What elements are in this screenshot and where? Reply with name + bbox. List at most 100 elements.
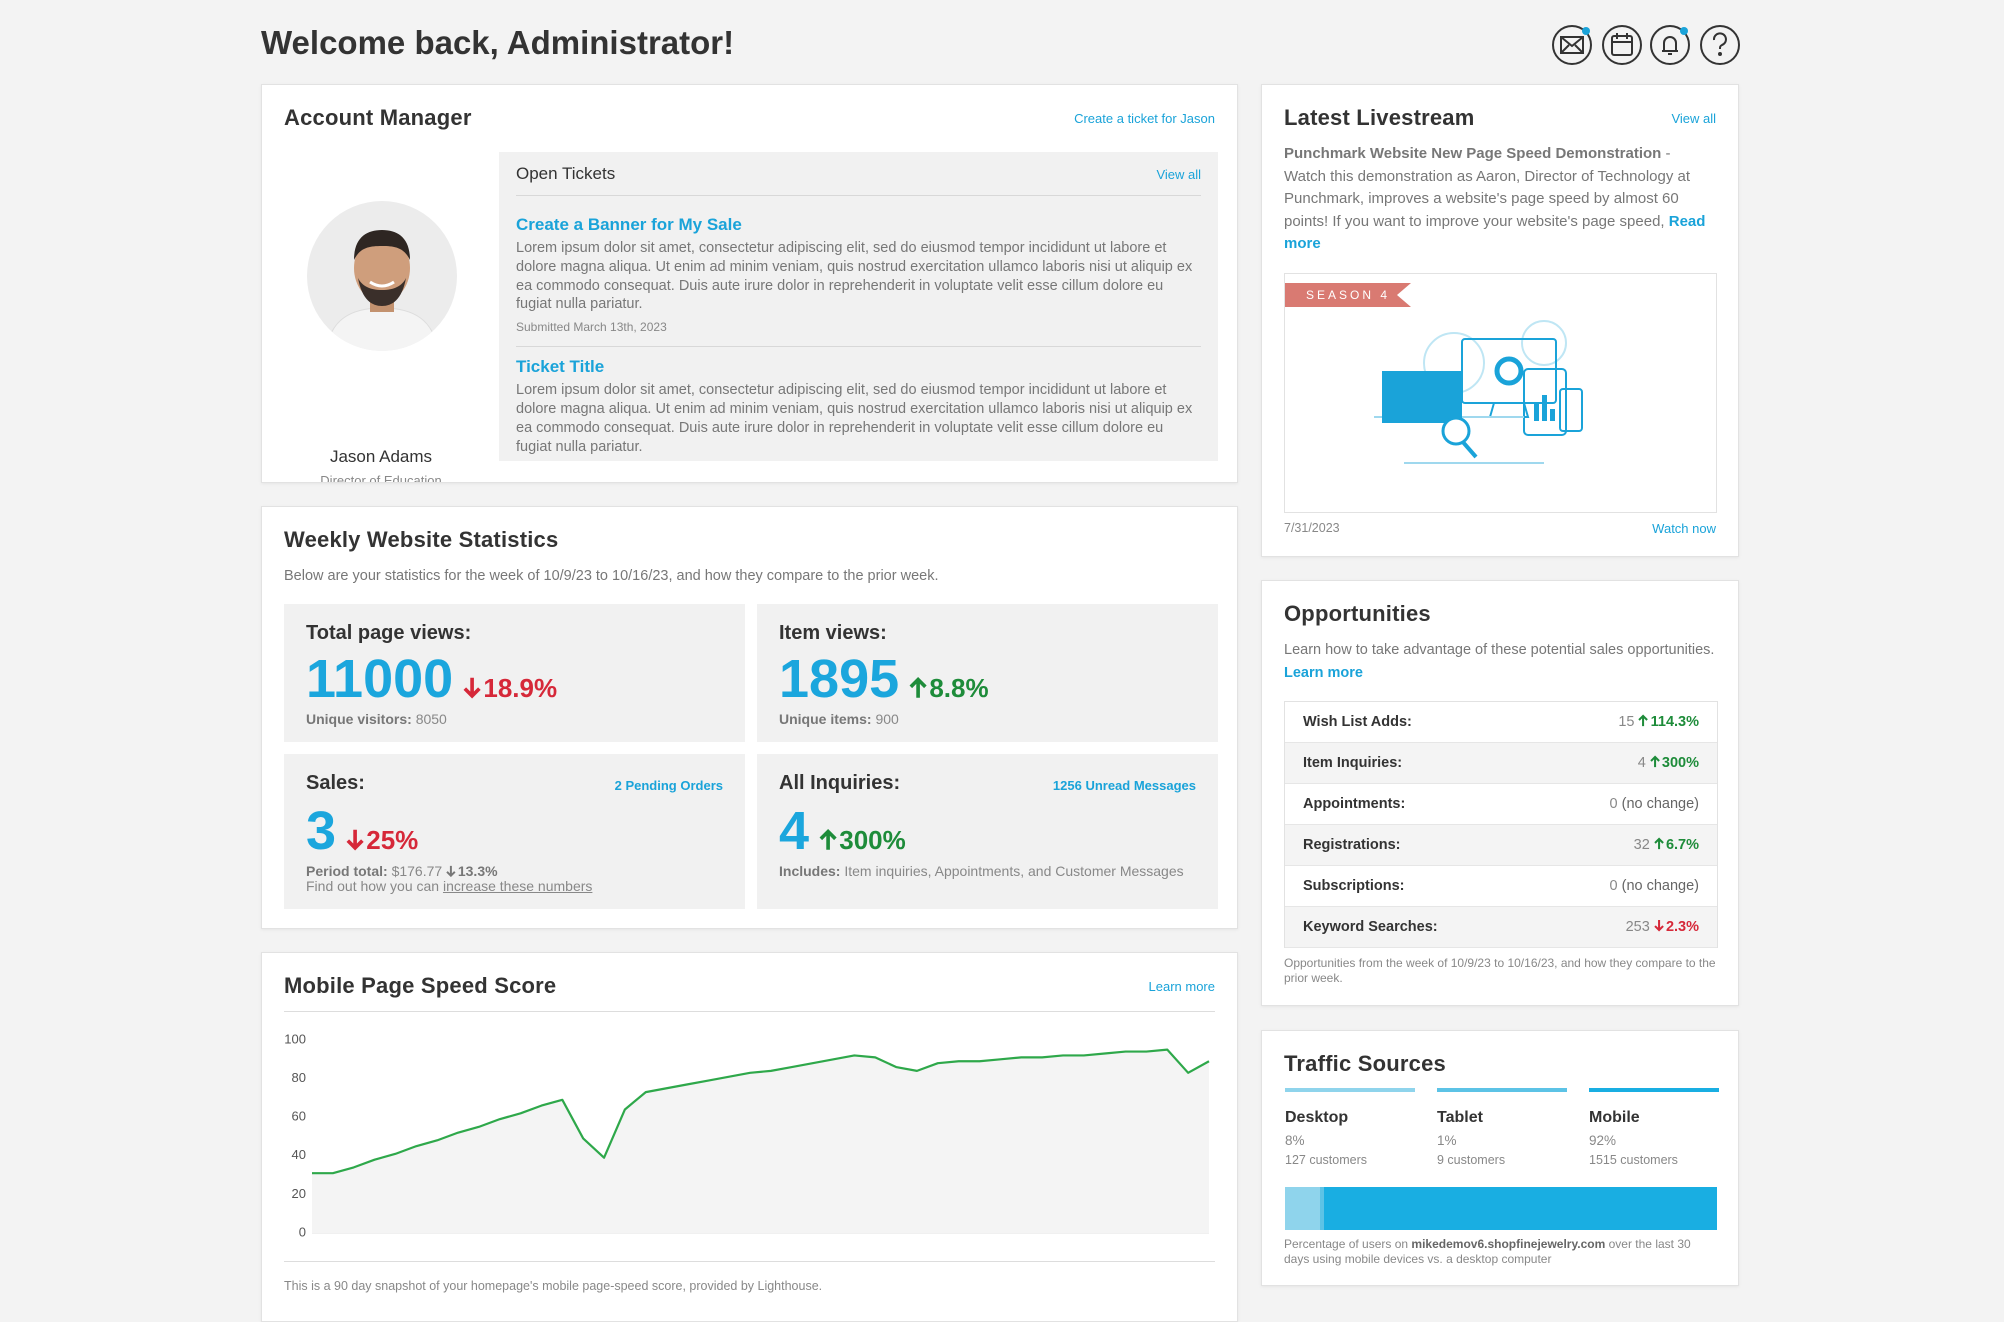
sub-value: $176.77 — [391, 863, 443, 879]
stat-change: 300% — [819, 825, 906, 855]
stat-link[interactable]: 2 Pending Orders — [614, 778, 723, 793]
tickets-title: Open Tickets — [516, 164, 616, 183]
row-change: 6.7% — [1654, 837, 1699, 853]
account-manager-card: Account Manager Create a ticket for Jaso… — [261, 84, 1238, 483]
source-customers: 9 customers — [1437, 1153, 1506, 1167]
row-change: (no change) — [1621, 796, 1699, 812]
trend-arrow — [1638, 714, 1649, 727]
y-tick-label: 100 — [284, 1031, 306, 1046]
row-count: 0 — [1609, 796, 1618, 812]
card-title: Mobile Page Speed Score — [284, 973, 557, 998]
card-title: Opportunities — [1284, 601, 1431, 626]
intro: Learn how to take advantage of these pot… — [1284, 642, 1715, 658]
help-icon[interactable] — [1700, 25, 1740, 65]
speed-chart: 0 20 40 60 80 100 — [284, 1031, 1210, 1239]
row-value: 15 114.3% — [1618, 714, 1699, 730]
row-count: 32 — [1633, 837, 1650, 853]
bell-icon[interactable] — [1650, 25, 1690, 65]
card-title: Account Manager — [284, 105, 472, 130]
sub-note-link[interactable]: increase these numbers — [442, 878, 593, 894]
source-customers: 127 customers — [1285, 1153, 1367, 1167]
stat-link[interactable]: 1256 Unread Messages — [1052, 778, 1196, 793]
stat-change: 25% — [346, 825, 418, 855]
opportunity-row: Appointments: 0 (no change) — [1285, 784, 1717, 825]
tickets-box: Open Tickets View all Create a Banner fo… — [499, 152, 1218, 461]
learn-more-link[interactable]: Learn more — [1284, 664, 1363, 681]
video-title: Punchmark Website New Page Speed Demonst… — [1284, 145, 1662, 162]
bar-segment — [1285, 1187, 1320, 1230]
card-title: Traffic Sources — [1284, 1051, 1446, 1076]
sub-value: Item inquiries, Appointments, and Custom… — [844, 863, 1184, 879]
source-line — [1589, 1088, 1719, 1092]
row-value: 253 2.3% — [1626, 919, 1699, 935]
sub-label: Unique visitors: — [306, 711, 412, 727]
stat-change: 18.9% — [463, 673, 557, 703]
trend-arrow — [346, 829, 364, 851]
view-all-link[interactable]: View all — [1671, 111, 1716, 126]
stat-card: Total page views: 11000 18.9% Unique visi… — [284, 604, 745, 742]
watch-now-link[interactable]: Watch now — [1652, 521, 1716, 536]
mail-badge — [1582, 27, 1590, 35]
y-tick-label: 0 — [299, 1224, 306, 1239]
trend-arrow — [1654, 920, 1664, 932]
stat-card: All Inquiries: 1256 Unread Messages 4 300… — [757, 754, 1218, 909]
header-icons — [1552, 25, 1740, 65]
learn-more-link[interactable]: Learn more — [1148, 979, 1215, 994]
avatar — [307, 201, 457, 351]
source-name: Mobile — [1589, 1109, 1640, 1126]
bar-segment — [1323, 1187, 1717, 1230]
card-title: Weekly Website Statistics — [284, 527, 559, 552]
opportunity-row: Keyword Searches: 253 2.3% — [1285, 907, 1717, 948]
area-fill — [312, 1049, 1209, 1233]
traffic-note: Percentage of users on mikedemov6.shopfi… — [1284, 1237, 1716, 1267]
description: - Watch this demonstration as Aaron, Dir… — [1284, 145, 1691, 230]
opportunity-row: Subscriptions: 0 (no change) — [1285, 866, 1717, 907]
stat-label: Item views: — [779, 622, 887, 644]
opportunity-row: Registrations: 32 6.7% — [1285, 825, 1717, 866]
source-share: 8% — [1285, 1133, 1305, 1148]
source-name: Tablet — [1437, 1109, 1483, 1126]
stat-label: Sales: — [306, 772, 365, 794]
chart-note: This is a 90 day snapshot of your homepa… — [284, 1279, 823, 1293]
tickets-view-all[interactable]: View all — [1156, 167, 1201, 182]
calendar-icon[interactable] — [1602, 25, 1642, 65]
row-label: Keyword Searches: — [1303, 919, 1438, 935]
create-ticket-link[interactable]: Create a ticket for Jason — [1074, 111, 1215, 126]
row-count: 0 — [1609, 878, 1618, 894]
speed-line — [312, 1048, 1210, 1175]
ticket: Create a Banner for My Sale Lorem ipsum d… — [516, 205, 1201, 346]
y-tick-label: 40 — [292, 1147, 306, 1162]
row-value: 4 300% — [1638, 755, 1699, 771]
ticket: Ticket Title Lorem ipsum dolor sit amet, … — [516, 346, 1201, 461]
traffic-card: Traffic Sources Desktop 8% 127 customers Ta… — [1261, 1030, 1739, 1286]
opportunities-intro: Learn how to take advantage of these pot… — [1284, 639, 1716, 684]
mail-icon[interactable] — [1552, 25, 1592, 65]
ticket-title[interactable]: Create a Banner for My Sale — [516, 215, 742, 234]
video-thumbnail[interactable]: SEASON 4 — [1284, 273, 1717, 513]
opportunities-table: Wish List Adds: 15 114.3% Item Inquiries: 4 3… — [1284, 701, 1718, 948]
trend-arrow — [1650, 755, 1660, 768]
trend-arrow — [463, 677, 481, 699]
read-more-link[interactable]: Read more — [1284, 212, 1706, 253]
row-value: 0 (no change) — [1610, 796, 1699, 812]
row-change: 114.3% — [1638, 714, 1699, 730]
stat-change: 8.8% — [909, 673, 989, 703]
manager-role: Director of Education — [320, 473, 442, 483]
source-name: Desktop — [1285, 1109, 1349, 1126]
row-change: 2.3% — [1654, 919, 1699, 935]
note-start: Percentage of users on — [1284, 1237, 1409, 1251]
row-label: Subscriptions: — [1303, 878, 1405, 894]
bar-segment — [1319, 1187, 1324, 1230]
trend-arrow — [909, 676, 927, 698]
stat-value: 11000 — [306, 649, 454, 709]
ticket-list: Create a Banner for My Sale Lorem ipsum d… — [516, 205, 1201, 461]
stat-value: 1895 — [779, 649, 900, 709]
sub-label: Unique items: — [779, 711, 872, 727]
stat-value: 4 — [779, 801, 810, 861]
traffic-bar — [1285, 1187, 1717, 1230]
stats-intro: Below are your statistics for the week o… — [284, 568, 939, 584]
stat-card: Item views: 1895 8.8% Unique items: 900 — [757, 604, 1218, 742]
ticket-title[interactable]: Ticket Title — [516, 357, 605, 377]
divider — [284, 1011, 1215, 1012]
row-value: 0 (no change) — [1610, 878, 1699, 894]
